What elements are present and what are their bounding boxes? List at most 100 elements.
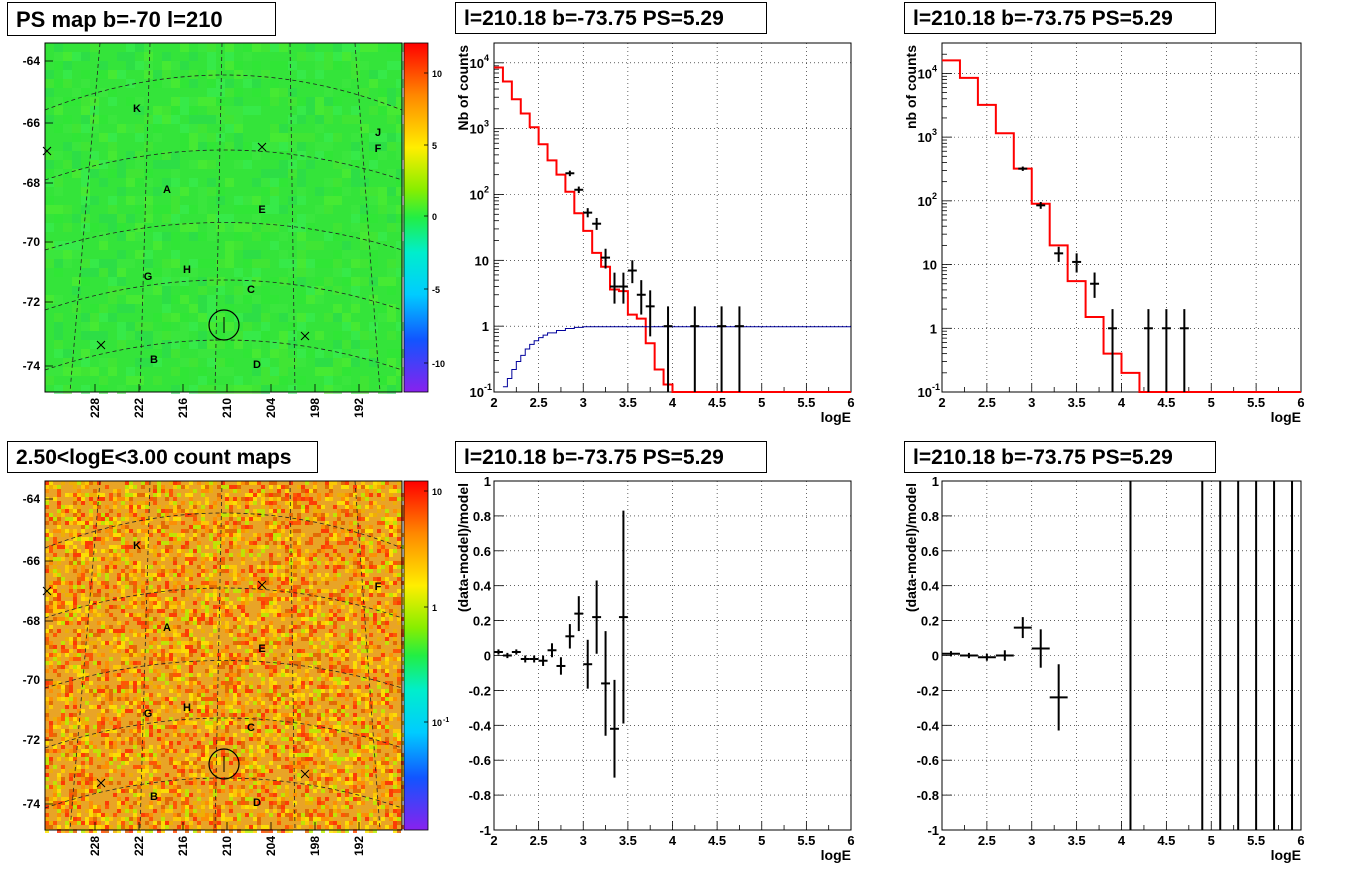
map-cell bbox=[157, 749, 161, 753]
map-cell bbox=[301, 509, 305, 513]
map-cell bbox=[325, 525, 329, 529]
map-cell bbox=[357, 581, 361, 585]
map-cell bbox=[185, 529, 189, 533]
map-cell bbox=[201, 585, 205, 589]
map-cell bbox=[193, 785, 197, 789]
map-cell bbox=[234, 376, 243, 385]
map-cell bbox=[121, 693, 125, 697]
map-cell bbox=[141, 481, 145, 485]
map-cell bbox=[325, 637, 329, 641]
map-cell bbox=[81, 313, 90, 322]
map-cell bbox=[185, 609, 189, 613]
map-cell bbox=[77, 789, 81, 793]
map-cell bbox=[333, 753, 337, 757]
map-cell bbox=[90, 124, 99, 133]
map-cell bbox=[93, 705, 97, 709]
map-cell bbox=[57, 685, 61, 689]
map-cell bbox=[325, 697, 329, 701]
map-cell bbox=[193, 517, 197, 521]
map-cell bbox=[229, 689, 233, 693]
map-cell bbox=[93, 645, 97, 649]
map-cell bbox=[293, 761, 297, 765]
map-cell bbox=[189, 142, 198, 151]
map-cell bbox=[117, 187, 126, 196]
map-cell bbox=[205, 489, 209, 493]
map-cell bbox=[345, 757, 349, 761]
map-cell bbox=[317, 657, 321, 661]
map-cell bbox=[293, 565, 297, 569]
map-cell bbox=[309, 753, 313, 757]
map-cell bbox=[321, 529, 325, 533]
map-cell bbox=[333, 569, 337, 573]
map-cell bbox=[245, 633, 249, 637]
map-cell bbox=[129, 721, 133, 725]
map-cell bbox=[209, 533, 213, 537]
map-cell bbox=[101, 693, 105, 697]
map-cell bbox=[361, 541, 365, 545]
map-cell bbox=[57, 717, 61, 721]
map-cell bbox=[216, 88, 225, 97]
map-cell bbox=[377, 581, 381, 585]
map-cell bbox=[360, 178, 369, 187]
map-cell bbox=[396, 151, 405, 160]
map-cell bbox=[385, 537, 389, 541]
map-cell bbox=[325, 781, 329, 785]
map-cell bbox=[145, 609, 149, 613]
map-cell bbox=[101, 597, 105, 601]
map-cell bbox=[165, 605, 169, 609]
map-cell bbox=[133, 485, 137, 489]
map-cell bbox=[72, 286, 81, 295]
map-cell bbox=[325, 529, 329, 533]
map-cell bbox=[237, 681, 241, 685]
map-cell bbox=[144, 358, 153, 367]
map-cell bbox=[305, 661, 309, 665]
map-cell bbox=[205, 557, 209, 561]
map-cell bbox=[63, 385, 72, 394]
map-cell bbox=[189, 106, 198, 115]
map-cell bbox=[73, 753, 77, 757]
map-cell bbox=[387, 259, 396, 268]
map-cell bbox=[221, 753, 225, 757]
map-cell bbox=[288, 358, 297, 367]
map-cell bbox=[207, 358, 216, 367]
map-cell bbox=[321, 613, 325, 617]
map-cell bbox=[49, 533, 53, 537]
map-cell bbox=[109, 589, 113, 593]
map-cell bbox=[257, 757, 261, 761]
map-cell bbox=[65, 689, 69, 693]
map-cell bbox=[54, 124, 63, 133]
map-cell bbox=[135, 61, 144, 70]
map-cell bbox=[108, 169, 117, 178]
map-cell bbox=[297, 268, 306, 277]
map-cell bbox=[97, 721, 101, 725]
map-cell bbox=[145, 517, 149, 521]
map-cell bbox=[165, 641, 169, 645]
map-cell bbox=[369, 331, 378, 340]
map-cell bbox=[293, 517, 297, 521]
map-cell bbox=[89, 773, 93, 777]
map-cell bbox=[126, 322, 135, 331]
map-cell bbox=[173, 541, 177, 545]
map-cell bbox=[393, 637, 397, 641]
map-cell bbox=[233, 529, 237, 533]
map-cell bbox=[121, 657, 125, 661]
map-cell bbox=[252, 205, 261, 214]
map-cell bbox=[373, 701, 377, 705]
map-cell bbox=[81, 641, 85, 645]
map-cell bbox=[137, 577, 141, 581]
map-cell bbox=[225, 79, 234, 88]
map-cell bbox=[216, 115, 225, 124]
map-cell bbox=[105, 673, 109, 677]
map-cell bbox=[198, 277, 207, 286]
map-cell bbox=[153, 649, 157, 653]
map-cell bbox=[285, 665, 289, 669]
map-cell bbox=[329, 709, 333, 713]
map-cell bbox=[357, 693, 361, 697]
map-cell bbox=[201, 561, 205, 565]
map-cell bbox=[117, 757, 121, 761]
map-cell bbox=[277, 565, 281, 569]
map-cell bbox=[261, 581, 265, 585]
map-cell bbox=[217, 561, 221, 565]
map-cell bbox=[243, 259, 252, 268]
map-cell bbox=[173, 537, 177, 541]
